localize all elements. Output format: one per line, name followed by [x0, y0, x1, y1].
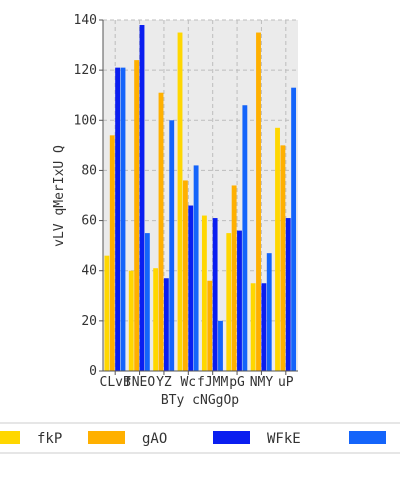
legend-swatch: [0, 431, 20, 444]
bar: [109, 135, 115, 371]
bar: [134, 60, 140, 371]
x-tick-label: pG: [229, 375, 245, 390]
y-tick-label: 80: [81, 163, 97, 178]
x-tick-label: uP: [278, 375, 294, 390]
bar: [153, 268, 159, 371]
y-tick-label: 40: [81, 264, 97, 279]
bar: [128, 270, 134, 371]
legend-swatch: [349, 431, 386, 444]
bar: [226, 233, 232, 371]
bar: [250, 283, 256, 371]
legend-swatch: [88, 431, 125, 444]
x-tick-label: NMY: [250, 375, 274, 390]
bar: [201, 215, 207, 371]
bar: [177, 32, 183, 372]
bar: [261, 283, 267, 371]
bar: [193, 165, 199, 371]
bar: [280, 145, 286, 371]
bar: [144, 233, 150, 371]
bar: [169, 120, 175, 372]
y-tick-label: 100: [74, 113, 97, 128]
x-tick-label: fNEO: [124, 375, 155, 390]
bar: [212, 218, 218, 371]
bar: [182, 180, 188, 371]
x-tick-label: fJMM: [197, 375, 228, 390]
y-tick-label: 0: [89, 364, 97, 379]
bar: [231, 185, 237, 371]
y-axis-title: vLV qMerIxU Q: [52, 145, 67, 247]
y-tick-label: 20: [81, 314, 97, 329]
legend-label: gAO: [142, 431, 167, 447]
bar: [291, 87, 297, 371]
bar: [188, 205, 194, 371]
legend: fkP gAO WFkE: [0, 431, 386, 447]
bar: [266, 253, 272, 371]
bar: [275, 127, 280, 371]
bar: [207, 280, 213, 371]
legend-box: [0, 422, 400, 454]
x-axis-title: BTy cNGgOp: [161, 393, 239, 408]
bar: [163, 278, 169, 371]
bar: [115, 67, 121, 371]
bar: [256, 32, 261, 372]
bar: [237, 230, 242, 371]
bar: [242, 105, 248, 371]
legend-label: WFkE: [267, 431, 301, 447]
y-tick-label: 140: [74, 13, 97, 28]
bar: [104, 255, 110, 371]
bar: [285, 218, 291, 371]
bar: [158, 92, 164, 371]
bar: [120, 67, 126, 371]
bar: [218, 320, 223, 371]
bar: [139, 25, 145, 372]
bars: [104, 25, 297, 372]
legend-label: fkP: [37, 431, 62, 447]
x-tick-label: YZ: [156, 375, 172, 390]
x-tick-label: CLvB: [100, 375, 131, 390]
y-tick-label: 60: [81, 214, 97, 229]
legend-swatch: [213, 431, 250, 444]
y-ticks: 0 20 40 60 80 100 120 140: [74, 13, 103, 379]
x-tick-label: Wc: [180, 375, 196, 390]
y-tick-label: 120: [74, 63, 97, 78]
